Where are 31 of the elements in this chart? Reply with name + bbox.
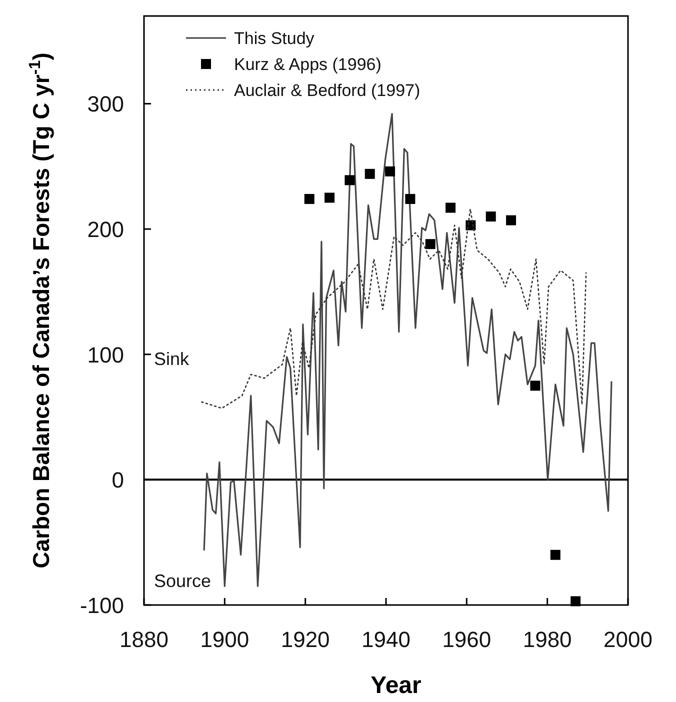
x-axis-title: Year bbox=[370, 672, 422, 699]
point bbox=[550, 550, 560, 560]
x-tick-label: 1920 bbox=[280, 627, 330, 652]
point bbox=[486, 212, 496, 222]
point bbox=[304, 194, 314, 204]
legend-label: Kurz & Apps (1996) bbox=[234, 55, 382, 74]
point bbox=[506, 215, 516, 226]
point bbox=[425, 239, 436, 250]
legend-label: Auclair & Bedford (1997) bbox=[234, 81, 420, 100]
point bbox=[364, 168, 375, 179]
point bbox=[344, 175, 355, 186]
y-tick-label: 300 bbox=[87, 92, 124, 117]
x-tick-label: 1960 bbox=[442, 627, 492, 652]
x-tick-label: 1940 bbox=[362, 627, 410, 652]
legend-label: This Study bbox=[234, 29, 315, 48]
point bbox=[530, 380, 540, 391]
annotation: Source bbox=[154, 571, 212, 591]
point bbox=[405, 194, 416, 204]
line-series bbox=[201, 208, 587, 409]
y-tick-label: 0 bbox=[112, 468, 124, 493]
point bbox=[385, 166, 396, 176]
x-tick-label: 1980 bbox=[522, 627, 572, 652]
y-tick-label: -100 bbox=[80, 593, 124, 618]
y-tick-label: 200 bbox=[87, 217, 124, 242]
x-tick-label: 2000 bbox=[604, 627, 652, 652]
annotation: Sink bbox=[154, 349, 190, 369]
x-tick-label: 1880 bbox=[120, 627, 168, 652]
x-tick-label: 1900 bbox=[200, 627, 250, 652]
point bbox=[324, 192, 335, 203]
point bbox=[446, 202, 456, 213]
y-tick-label: 100 bbox=[87, 342, 124, 368]
